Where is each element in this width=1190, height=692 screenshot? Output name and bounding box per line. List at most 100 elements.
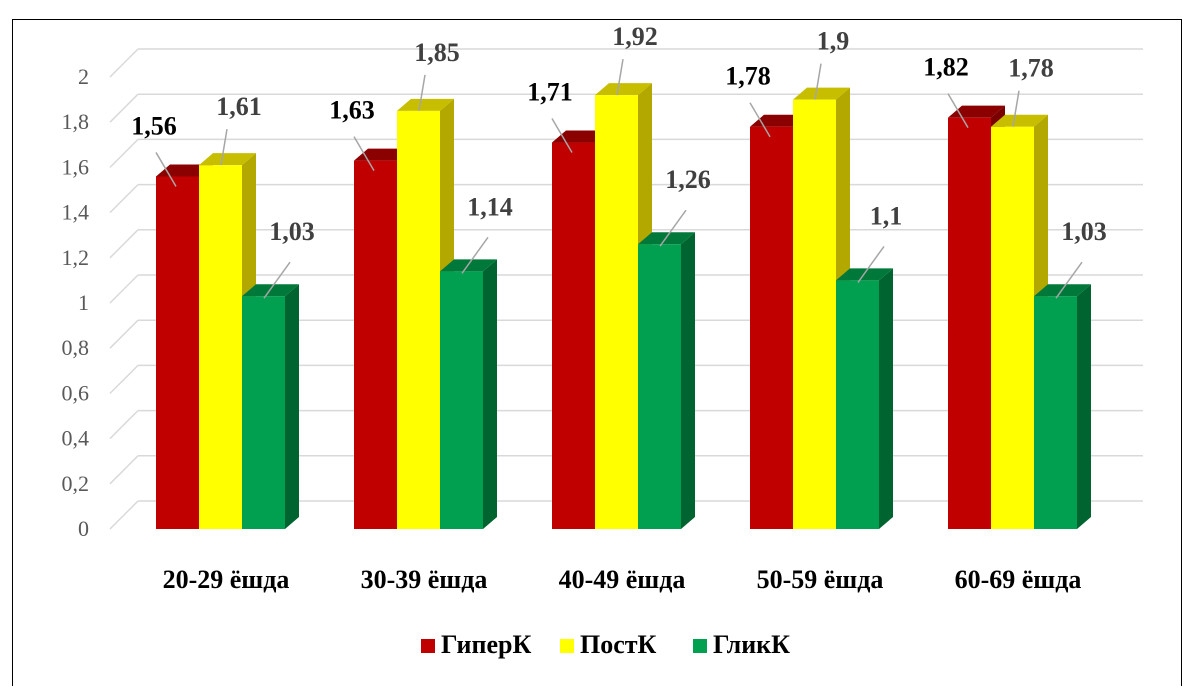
bar-side	[285, 284, 299, 529]
bars	[156, 83, 1091, 530]
data-labels: 1,56 1,61 1,03 1,63 1,85 1,14 1,71 1,92 1,26 1,78…	[131, 22, 1107, 299]
chart-frame: 0 0,2 0,4 0,6 0,8 1 1,2 1,4 1,6 1,8 2 1,56 1,61 1,03 1…	[12, 19, 1182, 686]
y-tick-label: 0,6	[62, 380, 90, 405]
y-tick-label: 1,8	[62, 109, 90, 134]
gridline-diagonal	[109, 500, 139, 530]
data-label: 1,14	[467, 192, 513, 221]
data-label: 1,26	[665, 165, 711, 194]
legend: ГиперК ПостК ГликК	[421, 630, 790, 659]
bar-front	[836, 280, 879, 529]
gridline-diagonal	[109, 229, 139, 259]
y-tick-label: 0,2	[62, 471, 90, 496]
leader-line	[659, 209, 687, 247]
bar	[836, 268, 893, 529]
y-tick-label: 1,4	[62, 200, 90, 225]
leader-line	[857, 245, 885, 283]
bar-front	[354, 160, 397, 529]
bar-top	[595, 83, 652, 96]
bar-side	[1077, 284, 1091, 529]
bar-top	[948, 105, 1005, 118]
bar-front	[948, 117, 991, 530]
bar	[242, 284, 299, 529]
gridline-diagonal	[109, 274, 139, 304]
leader-line	[551, 118, 573, 153]
gridline-diagonal	[109, 319, 139, 349]
gridline-diagonal	[109, 410, 139, 440]
bar-front	[638, 244, 681, 530]
bar-front	[440, 271, 483, 529]
data-label: 1,03	[1061, 217, 1107, 246]
data-label: 1,61	[216, 92, 262, 121]
data-label: 1,9	[817, 27, 850, 56]
data-label: 1,56	[131, 111, 177, 140]
bar-side	[879, 268, 893, 529]
data-label: 1,82	[923, 53, 969, 82]
leader-line	[749, 102, 771, 138]
bar-side	[483, 259, 497, 529]
legend-label: ПостК	[580, 630, 657, 659]
legend-label: ГликК	[713, 630, 790, 659]
gridline-diagonal	[109, 455, 139, 485]
bar-front	[1034, 296, 1077, 529]
bar-front	[397, 110, 440, 530]
data-label: 1,71	[527, 78, 573, 107]
y-tick-label: 0	[78, 516, 89, 541]
bar-front	[793, 99, 836, 529]
x-tick-label: 40-49 ёшда	[559, 565, 686, 594]
bar-top	[156, 164, 213, 177]
leader-line	[220, 129, 228, 166]
bar-side	[681, 232, 695, 530]
data-label: 1,03	[269, 217, 315, 246]
gridline-diagonal	[109, 93, 139, 123]
y-tick-label: 1	[78, 290, 89, 315]
bar-top	[793, 87, 850, 100]
leader-line	[155, 152, 177, 187]
x-tick-label: 60-69 ёшда	[955, 565, 1082, 594]
gridline-diagonal	[109, 364, 139, 394]
bar-front	[552, 142, 595, 529]
y-tick-label: 1,6	[62, 154, 90, 179]
bar	[1034, 284, 1091, 529]
bar-top	[552, 130, 609, 143]
legend-swatch	[560, 639, 574, 653]
gridline-diagonal	[109, 184, 139, 214]
data-label: 1,92	[612, 22, 658, 51]
legend-swatch	[421, 639, 435, 653]
x-tick-label: 30-39 ёшда	[361, 565, 488, 594]
gridline-diagonal	[109, 138, 139, 168]
bar-front	[242, 296, 285, 529]
y-tick-label: 1,2	[62, 245, 90, 270]
y-tick-label: 0,4	[62, 426, 90, 451]
bar-front	[199, 165, 242, 529]
bar-top	[354, 148, 411, 161]
data-label: 1,63	[329, 96, 375, 125]
leader-line	[461, 236, 489, 274]
chart-svg: 00,20,40,60,811,21,41,61,821,561,611,031…	[62, 22, 1143, 659]
leader-line	[814, 63, 822, 100]
x-tick-label: 50-59 ёшда	[757, 565, 884, 594]
leader-line	[1055, 261, 1083, 299]
leader-line	[418, 74, 426, 112]
leader-line	[1012, 90, 1020, 127]
bar-front	[750, 126, 793, 529]
bar-top	[750, 114, 807, 127]
bar-top	[199, 153, 256, 166]
x-tick-label: 20-29 ёшда	[163, 565, 290, 594]
data-label: 1,78	[725, 62, 771, 91]
data-label: 1,1	[870, 201, 903, 230]
gridline-diagonal	[109, 48, 139, 78]
bar-front	[156, 176, 199, 529]
leader-line	[353, 136, 375, 172]
bar-top	[991, 114, 1048, 127]
bar	[440, 259, 497, 529]
legend-swatch	[693, 639, 707, 653]
data-label: 1,85	[414, 38, 460, 67]
bar-front	[595, 95, 638, 529]
y-tick-label: 2	[78, 64, 89, 89]
y-tick-label: 0,8	[62, 335, 90, 360]
data-label: 1,78	[1008, 54, 1054, 83]
legend-label: ГиперК	[441, 630, 532, 659]
bar-top	[397, 98, 454, 111]
bar	[638, 232, 695, 530]
leader-line	[263, 261, 291, 299]
